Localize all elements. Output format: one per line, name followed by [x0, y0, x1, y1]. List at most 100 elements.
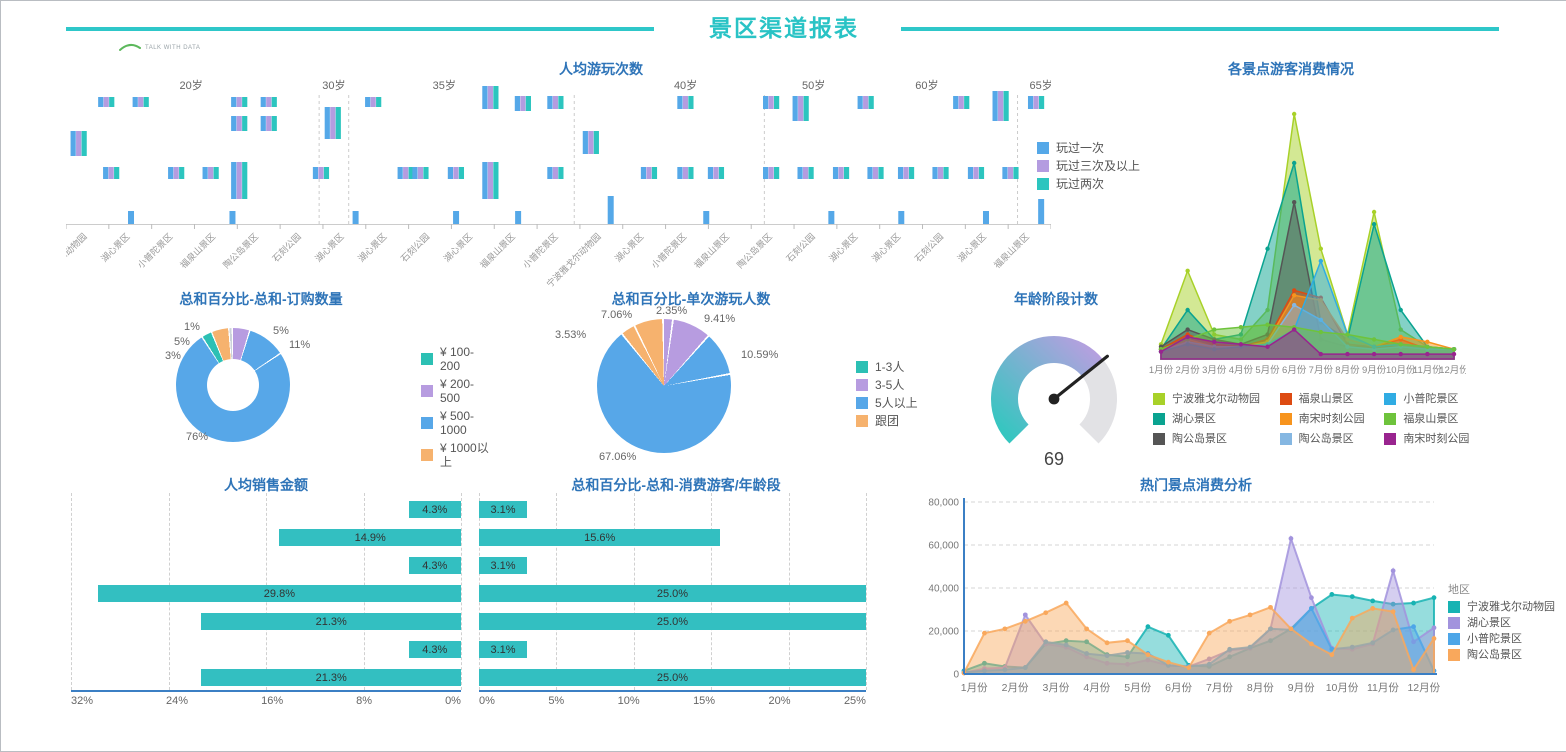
bar[interactable]: [365, 97, 371, 107]
data-point[interactable]: [1291, 160, 1297, 166]
bar[interactable]: [324, 107, 330, 139]
bar[interactable]: [370, 97, 376, 107]
data-point[interactable]: [1104, 660, 1110, 666]
legend-item[interactable]: 小普陀景区: [1384, 391, 1475, 407]
bar[interactable]: [266, 97, 272, 107]
bar[interactable]: [168, 167, 174, 179]
bar[interactable]: [179, 167, 185, 179]
data-point[interactable]: [1291, 200, 1297, 205]
bar[interactable]: [688, 167, 694, 179]
bar[interactable]: [967, 167, 974, 179]
bar[interactable]: [802, 167, 809, 179]
bar[interactable]: 3.1%: [479, 501, 527, 518]
bar[interactable]: [242, 162, 248, 199]
bar[interactable]: [964, 96, 970, 109]
bar[interactable]: [863, 96, 869, 109]
legend-item[interactable]: 湖心景区: [1448, 616, 1564, 630]
bar[interactable]: [1002, 167, 1008, 179]
bar[interactable]: [763, 96, 769, 109]
data-point[interactable]: [1349, 644, 1355, 650]
bar[interactable]: [138, 97, 144, 107]
bar[interactable]: [872, 167, 879, 179]
legend-item[interactable]: 湖心景区: [1153, 411, 1266, 427]
bar[interactable]: [651, 167, 658, 179]
bar[interactable]: [458, 167, 465, 179]
bar[interactable]: [330, 107, 336, 139]
bar[interactable]: [943, 167, 949, 179]
data-point[interactable]: [1247, 612, 1253, 618]
legend-item[interactable]: 跟团: [856, 414, 918, 428]
bar[interactable]: [798, 96, 804, 121]
legend-item[interactable]: ¥ 500-1000: [421, 409, 491, 437]
bar[interactable]: [493, 162, 499, 199]
bar[interactable]: [832, 167, 839, 179]
bar[interactable]: [376, 97, 382, 107]
bar[interactable]: [231, 162, 237, 199]
data-point[interactable]: [1145, 652, 1151, 658]
data-point[interactable]: [1084, 651, 1090, 656]
data-point[interactable]: [1212, 339, 1217, 345]
data-point[interactable]: [1398, 307, 1403, 313]
bar[interactable]: [992, 91, 998, 121]
legend-item[interactable]: ¥ 100-200: [421, 345, 491, 373]
data-point[interactable]: [1206, 630, 1212, 636]
data-point[interactable]: [1371, 337, 1377, 342]
data-point[interactable]: [1398, 334, 1403, 340]
data-point[interactable]: [1206, 661, 1212, 667]
data-point[interactable]: [982, 660, 987, 666]
bar[interactable]: [70, 131, 76, 156]
bar[interactable]: 3.1%: [479, 557, 527, 574]
data-point[interactable]: [1288, 536, 1294, 541]
bar[interactable]: [482, 162, 488, 199]
bar[interactable]: [515, 211, 522, 224]
legend-item[interactable]: 3-5人: [856, 378, 918, 392]
bar[interactable]: [143, 97, 149, 107]
pie-body[interactable]: [597, 319, 731, 453]
bar[interactable]: [103, 167, 109, 179]
bar[interactable]: [838, 167, 844, 179]
data-point[interactable]: [1371, 222, 1377, 227]
bar[interactable]: [982, 211, 989, 224]
bar[interactable]: [1038, 96, 1045, 109]
data-point[interactable]: [1398, 342, 1403, 347]
data-point[interactable]: [1185, 268, 1190, 273]
bar[interactable]: [797, 167, 803, 179]
bar[interactable]: [76, 131, 82, 156]
data-point[interactable]: [1345, 351, 1350, 357]
bar[interactable]: [973, 167, 979, 179]
bar[interactable]: [1027, 96, 1034, 109]
bar[interactable]: [718, 167, 725, 179]
bar[interactable]: [932, 167, 938, 179]
data-point[interactable]: [1186, 665, 1192, 670]
bar[interactable]: [867, 167, 873, 179]
bar[interactable]: 25.0%: [479, 669, 866, 686]
data-point[interactable]: [1265, 344, 1270, 349]
bar[interactable]: [453, 211, 460, 224]
bar[interactable]: [903, 167, 909, 179]
bar[interactable]: 4.3%: [408, 501, 461, 518]
bar[interactable]: [128, 211, 135, 224]
data-point[interactable]: [1371, 209, 1377, 215]
data-point[interactable]: [1238, 324, 1244, 330]
data-point[interactable]: [1125, 650, 1130, 655]
bar[interactable]: [493, 86, 499, 109]
bar[interactable]: 25.0%: [479, 585, 866, 602]
bar[interactable]: [768, 96, 774, 109]
data-point[interactable]: [1370, 598, 1376, 604]
data-point[interactable]: [1431, 595, 1437, 601]
bar[interactable]: 15.6%: [479, 529, 721, 546]
bar[interactable]: [646, 167, 652, 179]
data-point[interactable]: [1329, 592, 1335, 597]
data-point[interactable]: [1451, 351, 1457, 357]
data-point[interactable]: [1329, 652, 1335, 658]
bar[interactable]: [453, 167, 459, 179]
bar[interactable]: [552, 167, 558, 179]
legend-item[interactable]: 陶公岛景区: [1448, 648, 1564, 662]
data-point[interactable]: [1104, 640, 1110, 646]
data-point[interactable]: [1308, 606, 1314, 611]
data-point[interactable]: [1431, 625, 1437, 631]
legend-item[interactable]: 宁波雅戈尔动物园: [1448, 600, 1564, 614]
bar[interactable]: [487, 86, 493, 109]
legend-item[interactable]: 宁波雅戈尔动物园: [1153, 391, 1266, 407]
data-point[interactable]: [1425, 339, 1430, 345]
